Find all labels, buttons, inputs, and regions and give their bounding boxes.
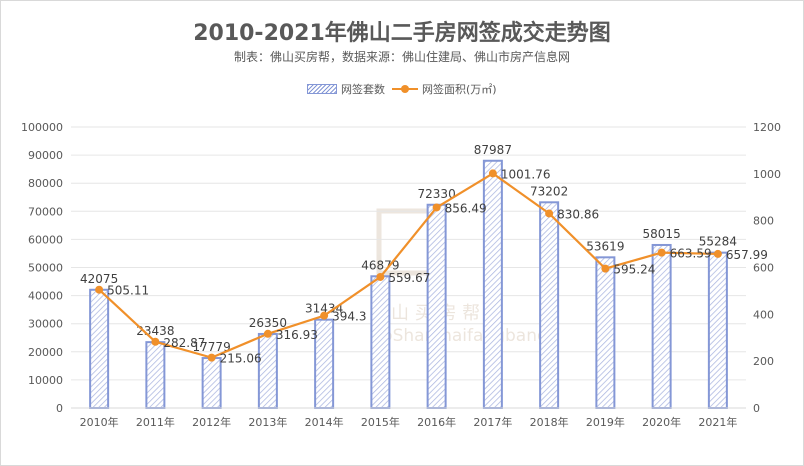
bar-data-label: 53619 [586,239,624,253]
left-tick-label: 0 [56,402,63,415]
bar-data-label: 72330 [418,187,456,201]
left-tick-label: 60000 [28,233,63,246]
svg-text:FoShanmaifangbang: FoShanmaifangbang [373,326,548,346]
x-tick-label: 2011年 [136,415,175,429]
bar-data-label: 46879 [361,258,399,272]
line-point [151,337,160,346]
x-tick-label: 2019年 [586,415,625,429]
right-tick-label: 400 [753,308,774,321]
bar [145,341,166,409]
bar [539,201,560,409]
x-tick-label: 2010年 [80,415,119,429]
chart-subtitle: 制表：佛山买房帮，数据来源：佛山住建局、佛山市房产信息网 [233,50,570,64]
chart-title: 2010-2021年佛山二手房网签成交走势图 [193,21,611,46]
line-point [320,311,329,320]
left-tick-label: 70000 [28,205,63,218]
bar-data-label: 73202 [530,184,568,198]
line-point [488,169,497,178]
bar-data-label: 55284 [699,235,737,249]
line-series [98,172,718,359]
left-tick-label: 20000 [28,346,63,359]
legend-line-swatch [392,85,419,93]
x-tick-label: 2017年 [473,415,512,429]
line-point [657,248,666,257]
x-tick-label: 2015年 [361,415,400,429]
line-data-label: 856.49 [445,201,487,215]
line-data-label: 215.06 [220,352,262,366]
line-point [713,249,722,258]
x-tick-label: 2014年 [305,415,344,429]
line-point [432,203,441,212]
x-tick-label: 2020年 [642,415,681,429]
left-tick-label: 30000 [28,318,63,331]
line-point [376,272,385,281]
left-tick-label: 80000 [28,177,63,190]
line-data-label: 830.86 [557,207,599,221]
line-data-label: 316.93 [276,328,318,342]
line-point [601,264,610,273]
line-point [545,209,554,218]
line-point [207,353,216,362]
right-tick-label: 0 [753,402,760,415]
bar [595,256,616,409]
legend: 网签套数 网签面积(万㎡) [1,81,803,97]
bar-data-label: 87987 [474,143,512,157]
bar [201,357,222,410]
x-tick-label: 2021年 [698,415,737,429]
bar-data-label: 17779 [193,340,231,354]
legend-bar-label: 网签套数 [340,83,385,96]
bar-data-label: 23438 [136,324,174,338]
line-data-label: 282.87 [163,336,205,350]
legend-line-label: 网签面积(万㎡) [421,83,497,96]
bar [707,251,728,409]
left-tick-label: 10000 [28,374,63,387]
right-tick-label: 1000 [753,168,781,181]
bar-data-label: 58015 [643,227,681,241]
svg-text:佛山 买 房 帮: 佛山 买 房 帮 [373,303,480,324]
bar [426,203,447,409]
x-tick-label: 2012年 [192,415,231,429]
right-tick-label: 800 [753,215,774,228]
x-tick-label: 2016年 [417,415,456,429]
left-tick-label: 50000 [28,262,63,275]
line-data-label: 394.3 [332,310,366,324]
right-tick-label: 200 [753,355,774,368]
bar [89,288,110,410]
left-tick-label: 90000 [28,149,63,162]
right-tick-label: 1200 [753,121,781,134]
bar [257,332,278,410]
x-tick-label: 2013年 [248,415,287,429]
bar [482,159,503,409]
bar-data-label: 31434 [305,302,343,316]
bar [370,275,391,410]
bar-data-label: 42075 [80,272,118,286]
left-tick-label: 40000 [28,290,63,303]
line-point [95,285,104,294]
line-data-label: 657.99 [726,248,768,262]
line-data-label: 1001.76 [501,167,551,181]
right-tick-label: 600 [753,262,774,275]
legend-bar-swatch [307,84,338,94]
line-data-label: 559.67 [388,271,430,285]
x-tick-label: 2018年 [530,415,569,429]
line-data-label: 505.11 [107,284,149,298]
line-point [263,329,272,338]
left-tick-label: 100000 [21,121,63,134]
bar-data-label: 26350 [249,316,287,330]
line-data-label: 663.59 [670,247,712,261]
line-data-label: 595.24 [613,263,655,277]
